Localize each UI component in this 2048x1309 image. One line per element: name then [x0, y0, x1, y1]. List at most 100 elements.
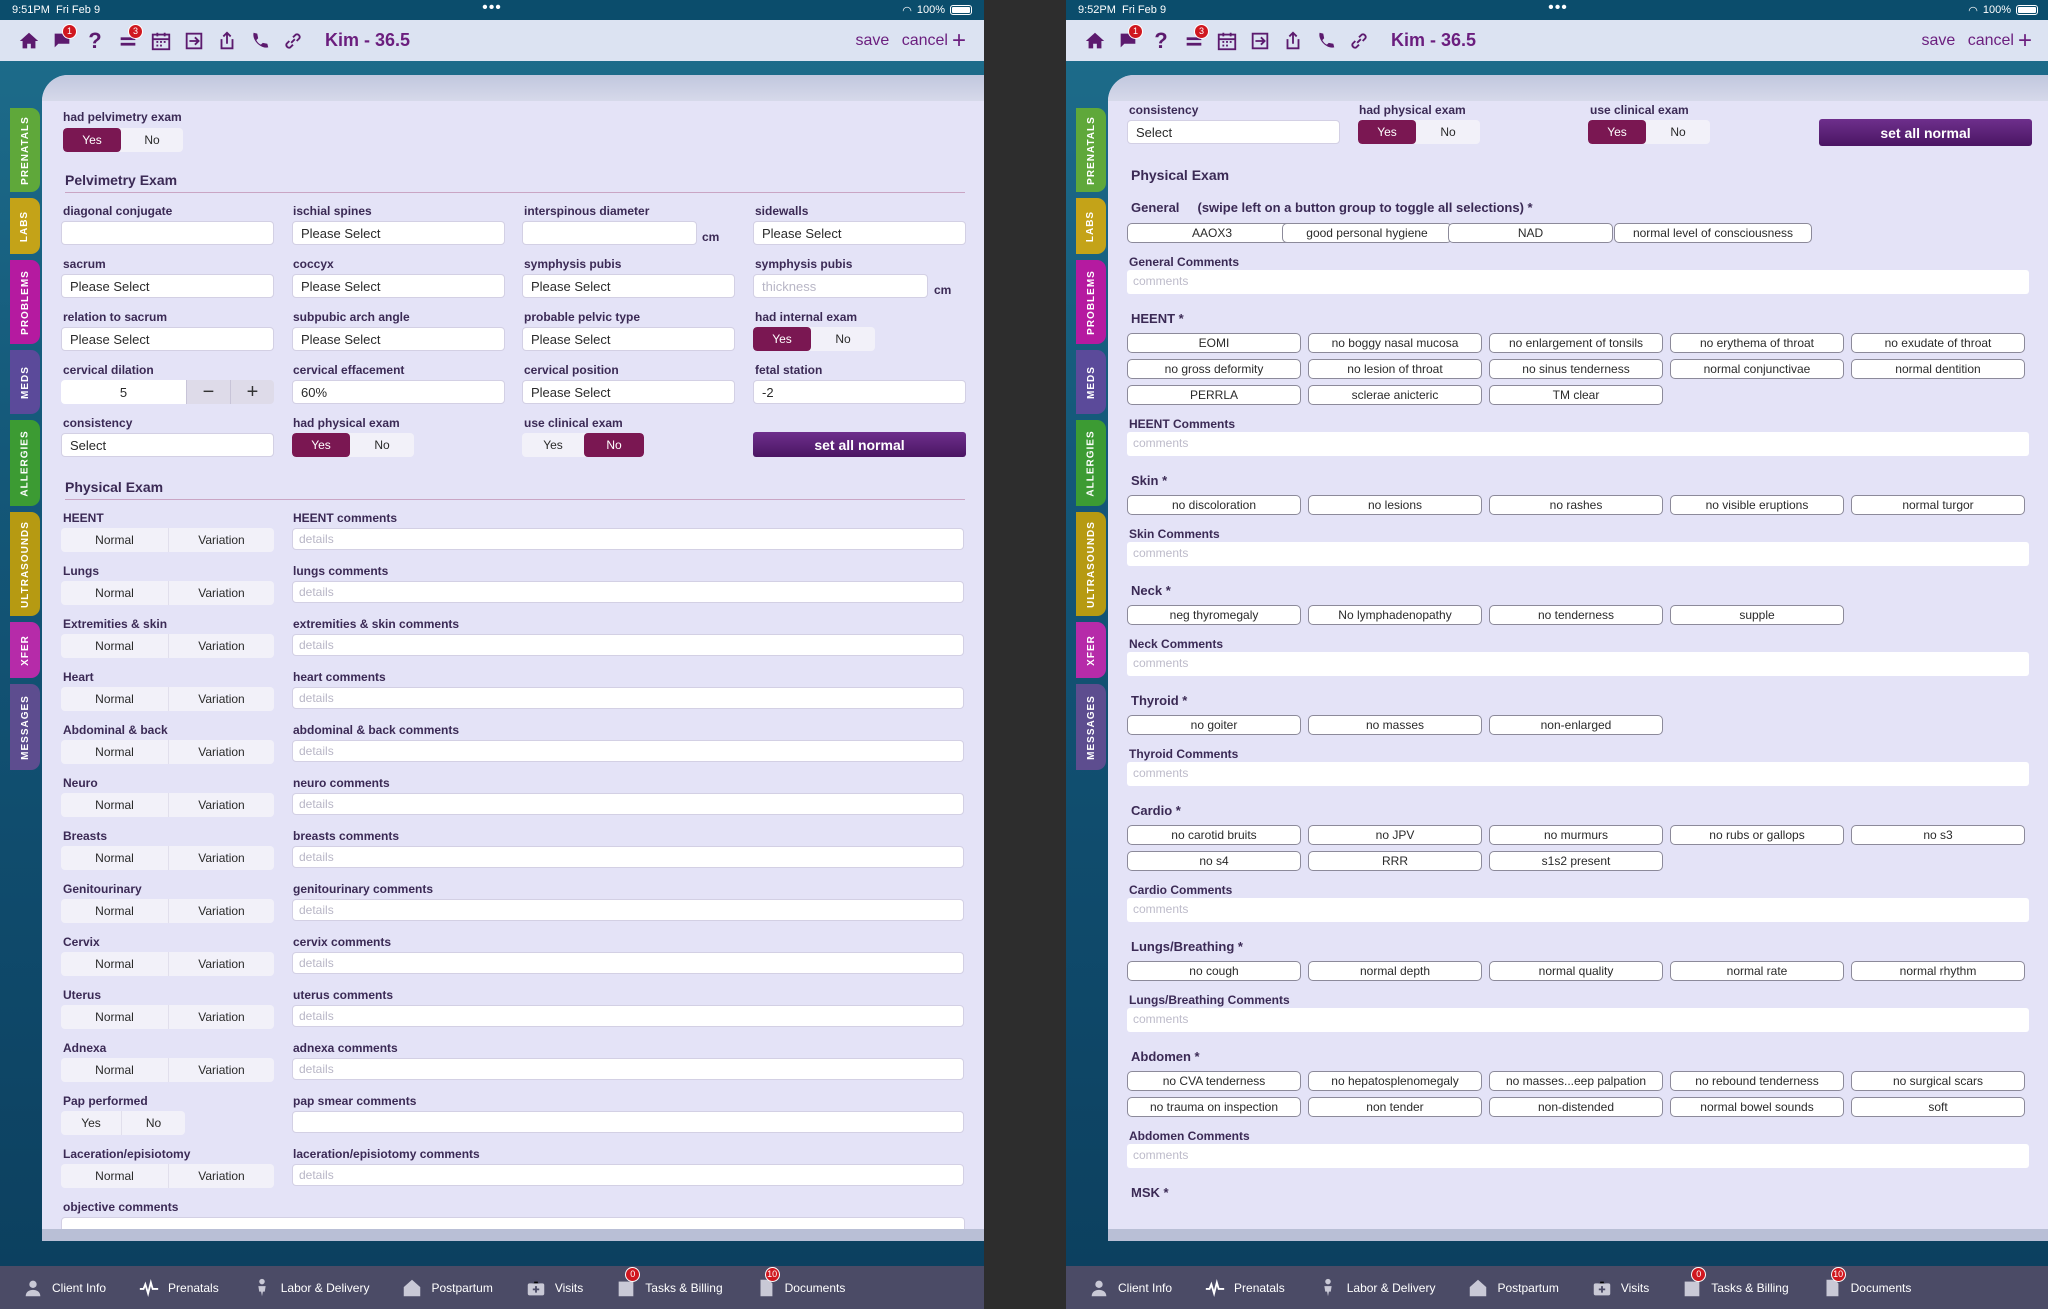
had-pelvimetry-toggle[interactable]: Yes No [63, 128, 183, 152]
normal-option[interactable]: Normal [95, 639, 134, 653]
exam-finding-chip[interactable]: normal bowel sounds [1670, 1097, 1844, 1117]
exam-finding-chip[interactable]: no cough [1127, 961, 1301, 981]
exam-finding-chip[interactable]: no rubs or gallops [1670, 825, 1844, 845]
details-field[interactable]: details [292, 1058, 964, 1080]
bottom-tab-tasks-billing[interactable]: 0 Tasks & Billing [613, 1266, 723, 1301]
normal-variation-toggle[interactable]: Normal Variation [61, 846, 274, 870]
variation-option[interactable]: Variation [168, 687, 274, 711]
task-list-icon[interactable]: 3 [113, 23, 143, 56]
exam-finding-chip[interactable]: no discoloration [1127, 495, 1301, 515]
cervical-position-select[interactable]: Please Select [522, 380, 735, 404]
variation-option[interactable]: Variation [168, 793, 274, 817]
exam-finding-chip[interactable]: no carotid bruits [1127, 825, 1301, 845]
variation-option[interactable]: Variation [168, 1005, 274, 1029]
normal-variation-toggle[interactable]: Normal Variation [61, 1058, 274, 1082]
exam-finding-chip[interactable]: RRR [1308, 851, 1482, 871]
exam-finding-chip[interactable]: sclerae anicteric [1308, 385, 1482, 405]
interspinous-field[interactable] [522, 221, 697, 245]
normal-variation-toggle[interactable]: Normal Variation [61, 952, 274, 976]
yes-option[interactable]: Yes [753, 327, 811, 351]
exam-finding-chip[interactable]: no s4 [1127, 851, 1301, 871]
save-button[interactable]: save [855, 31, 890, 49]
tab-labs[interactable]: LABS [1076, 198, 1106, 254]
exam-finding-chip[interactable]: good personal hygiene [1282, 223, 1452, 243]
bottom-tab-client-info[interactable]: Client Info [1086, 1275, 1172, 1301]
normal-option[interactable]: Normal [95, 745, 134, 759]
details-field[interactable]: details [292, 528, 964, 550]
normal-option[interactable]: Normal [95, 692, 134, 706]
no-option[interactable]: No [1440, 125, 1456, 139]
share-icon[interactable] [212, 26, 242, 56]
variation-option[interactable]: Variation [168, 1164, 274, 1188]
normal-variation-toggle[interactable]: Normal Variation [61, 1005, 274, 1029]
symphysis-pubis-select[interactable]: Please Select [522, 274, 735, 298]
plus-icon[interactable]: + [230, 380, 274, 404]
exam-finding-chip[interactable]: soft [1851, 1097, 2025, 1117]
normal-option[interactable]: Normal [95, 533, 134, 547]
tab-allergies[interactable]: ALLERGIES [1076, 420, 1106, 506]
bottom-tab-visits[interactable]: Visits [1589, 1275, 1649, 1301]
no-option[interactable]: No [121, 1111, 185, 1135]
effacement-field[interactable]: 60% [292, 380, 505, 404]
variation-option[interactable]: Variation [168, 846, 274, 870]
details-field[interactable]: details [292, 952, 964, 974]
dilation-value[interactable]: 5 [61, 380, 186, 404]
exam-finding-chip[interactable]: normal level of consciousness [1614, 223, 1812, 243]
bottom-tab-labor-delivery[interactable]: Labor & Delivery [249, 1275, 369, 1301]
coccyx-select[interactable]: Please Select [292, 274, 505, 298]
tab-problems[interactable]: PROBLEMS [10, 260, 40, 344]
tab-xfer[interactable]: XFER [1076, 622, 1106, 678]
set-all-normal-button[interactable]: set all normal [753, 432, 966, 457]
exam-finding-chip[interactable]: NAD [1448, 223, 1613, 243]
exam-finding-chip[interactable]: supple [1670, 605, 1844, 625]
exam-finding-chip[interactable]: normal rate [1670, 961, 1844, 981]
minus-icon[interactable]: − [186, 380, 230, 404]
task-list-icon[interactable]: 3 [1179, 23, 1209, 56]
yes-option[interactable]: Yes [81, 1116, 101, 1130]
normal-option[interactable]: Normal [95, 798, 134, 812]
normal-option[interactable]: Normal [95, 904, 134, 918]
details-field[interactable]: details [292, 899, 964, 921]
help-icon[interactable]: ? [1154, 27, 1168, 53]
bottom-tab-postpartum[interactable]: Postpartum [399, 1275, 493, 1301]
bottom-tab-documents[interactable]: 10 Documents [1819, 1266, 1911, 1301]
exam-finding-chip[interactable]: no rashes [1489, 495, 1663, 515]
yes-option[interactable]: Yes [543, 438, 563, 452]
comments-field[interactable]: comments [1127, 542, 2029, 566]
normal-variation-toggle[interactable]: Normal Variation [61, 740, 274, 764]
variation-option[interactable]: Variation [168, 952, 274, 976]
variation-option[interactable]: Variation [168, 581, 274, 605]
comments-field[interactable]: comments [1127, 432, 2029, 456]
thickness-field[interactable]: thickness [753, 274, 928, 298]
tab-xfer[interactable]: XFER [10, 622, 40, 678]
tab-problems[interactable]: PROBLEMS [1076, 260, 1106, 344]
pelvic-type-select[interactable]: Please Select [522, 327, 735, 351]
bottom-tab-visits[interactable]: Visits [523, 1275, 583, 1301]
yes-option[interactable]: Yes [1588, 120, 1646, 144]
variation-option[interactable]: Variation [168, 899, 274, 923]
exam-finding-chip[interactable]: no goiter [1127, 715, 1301, 735]
cancel-button[interactable]: cancel [1967, 31, 2014, 49]
exam-finding-chip[interactable]: no rebound tenderness [1670, 1071, 1844, 1091]
normal-variation-toggle[interactable]: Normal Variation [61, 899, 274, 923]
exam-finding-chip[interactable]: non tender [1308, 1097, 1482, 1117]
exam-finding-chip[interactable]: no visible eruptions [1670, 495, 1844, 515]
exam-finding-chip[interactable]: no boggy nasal mucosa [1308, 333, 1482, 353]
tab-prenatals[interactable]: PRENATALS [1076, 108, 1106, 192]
yes-option[interactable]: Yes [292, 433, 350, 457]
exam-finding-chip[interactable]: non-distended [1489, 1097, 1663, 1117]
home-icon[interactable] [14, 26, 44, 56]
normal-option[interactable]: Normal [95, 851, 134, 865]
exam-finding-chip[interactable]: normal conjunctivae [1670, 359, 1844, 379]
no-option[interactable]: No [584, 433, 644, 457]
bottom-tab-postpartum[interactable]: Postpartum [1465, 1275, 1559, 1301]
tab-meds[interactable]: MEDS [1076, 350, 1106, 414]
tab-ultrasounds[interactable]: ULTRASOUNDS [1076, 512, 1106, 616]
details-field[interactable]: details [292, 793, 964, 815]
tab-allergies[interactable]: ALLERGIES [10, 420, 40, 506]
variation-option[interactable]: Variation [168, 634, 274, 658]
normal-variation-toggle[interactable]: Normal Variation [61, 687, 274, 711]
calendar-icon[interactable] [146, 26, 176, 56]
normal-variation-toggle[interactable]: Normal Variation [61, 793, 274, 817]
phone-icon[interactable] [1311, 26, 1341, 56]
